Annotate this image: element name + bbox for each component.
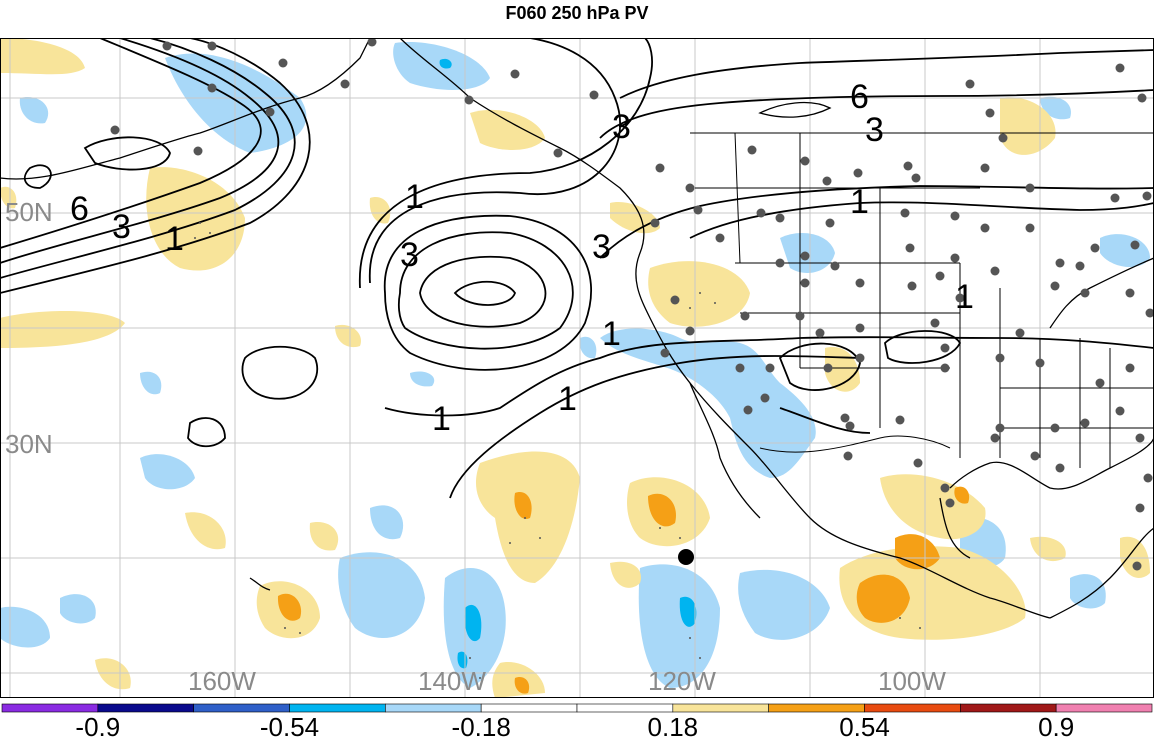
- lat-label-50n: 50N: [5, 197, 53, 227]
- pv-contours: [0, 38, 1154, 499]
- contour-label: 3: [112, 208, 131, 246]
- marker-dot: [678, 549, 694, 565]
- station-dots: [110, 38, 1154, 571]
- colorbar-tick-label: -0.54: [260, 712, 319, 739]
- map-title: F060 250 hPa PV: [505, 3, 649, 23]
- contour-label: 1: [850, 183, 869, 221]
- colorbar-labels: -0.9 -0.54 -0.18 0.18 0.54 0.9: [75, 712, 1074, 739]
- contour-label: 3: [400, 236, 419, 274]
- colorbar-swatch: [1055, 703, 1153, 713]
- colorbar-tick-label: -0.9: [75, 712, 120, 739]
- lat-label-30n: 30N: [5, 429, 53, 459]
- stipple-regions: [194, 222, 921, 679]
- pv-map: 6 3 1 6 3 1 3 3 1 1 1 1 3 1 50N 30N 160W…: [0, 38, 1154, 698]
- colorbar-swatch: [480, 703, 578, 713]
- colorbar-swatch: [1, 703, 99, 713]
- colorbar-swatches: [1, 703, 1153, 713]
- lon-label-140w: 140W: [418, 666, 486, 696]
- colorbar-swatch: [672, 703, 769, 713]
- colorbar-swatch: [193, 703, 290, 713]
- colorbar-swatch: [385, 703, 482, 713]
- lon-label-120w: 120W: [648, 666, 716, 696]
- colorbar-swatch: [768, 703, 865, 713]
- contour-label-group: 6 3 1 6 3 1 3 3 1 1 1 1 3 1: [70, 78, 974, 438]
- colorbar-tick-label: 0.9: [1038, 712, 1074, 739]
- colorbar-swatch: [289, 703, 386, 713]
- contour-label: 1: [165, 220, 184, 258]
- contour-label: 1: [558, 380, 577, 418]
- colorbar-swatch: [960, 703, 1057, 713]
- contour-label: 6: [850, 78, 869, 116]
- contour-label: 3: [592, 228, 611, 266]
- contour-label: 1: [405, 178, 424, 216]
- grid-label-group: 50N 30N 160W 140W 120W 100W: [5, 197, 946, 696]
- contour-label: 1: [955, 278, 974, 316]
- colorbar-tick-label: -0.18: [452, 712, 511, 739]
- contour-label: 1: [432, 400, 451, 438]
- colorbar: -0.9 -0.54 -0.18 0.18 0.54 0.9: [1, 703, 1153, 739]
- colorbar-tick-label: 0.18: [648, 712, 699, 739]
- pv-shading: [0, 38, 1150, 698]
- contour-label: 3: [612, 108, 631, 146]
- lon-label-100w: 100W: [878, 666, 946, 696]
- contour-label: 3: [865, 111, 884, 149]
- contour-label: 1: [602, 315, 621, 353]
- colorbar-swatch: [864, 703, 961, 713]
- lon-label-160w: 160W: [188, 666, 256, 696]
- colorbar-swatch: [97, 703, 194, 713]
- colorbar-swatch: [576, 703, 674, 713]
- contour-label: 6: [70, 190, 89, 228]
- colorbar-tick-label: 0.54: [839, 712, 890, 739]
